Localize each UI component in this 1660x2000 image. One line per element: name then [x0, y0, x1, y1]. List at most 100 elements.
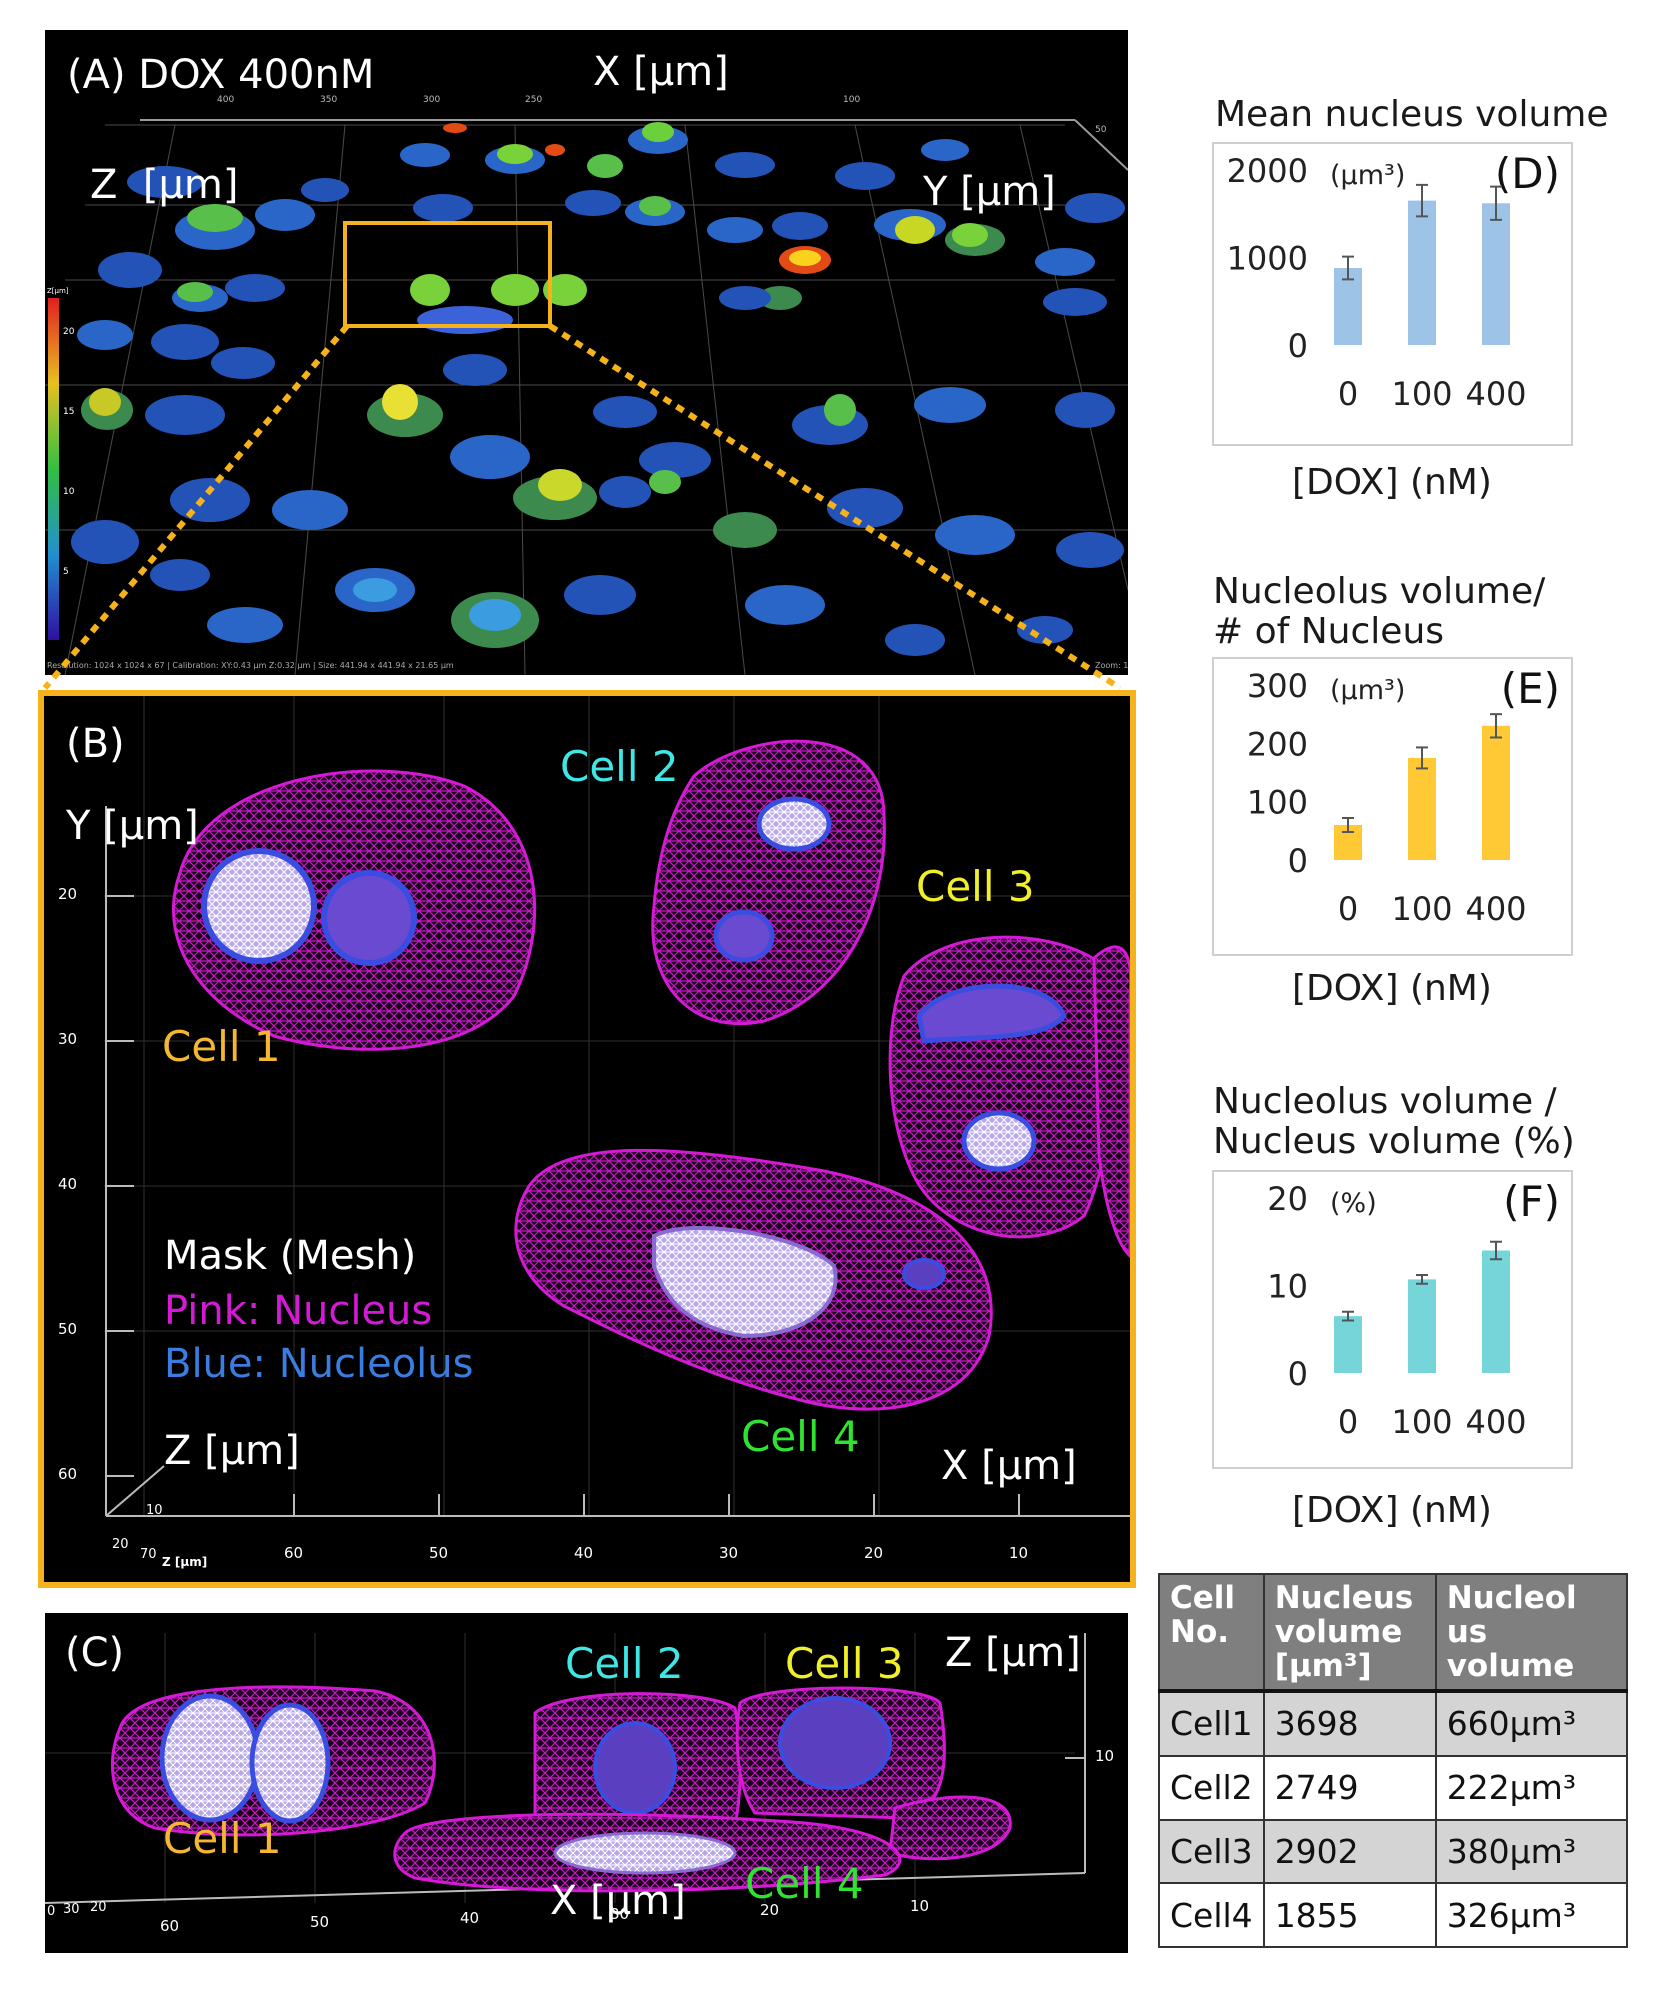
y-tick-label: 200 [1247, 725, 1308, 763]
panel-c-scene [45, 1633, 1086, 1904]
bar [1408, 1279, 1436, 1373]
bar [1482, 203, 1510, 345]
c-x-tick: 40 [460, 1909, 480, 1927]
category-label: 100 [1391, 375, 1452, 413]
c-z-tick: 10 [1095, 1747, 1115, 1765]
c-x-tick: 30 [610, 1905, 630, 1923]
panel-c-x-axis: X [μm] [550, 1878, 686, 1924]
cell4-label: Cell 4 [741, 1412, 860, 1461]
unit-label: (%) [1330, 1188, 1377, 1219]
cell1-label: Cell 1 [162, 1022, 281, 1071]
category-label: 0 [1338, 1403, 1358, 1441]
top-tick: 300 [423, 95, 441, 105]
bar [1482, 1250, 1510, 1373]
c-x-tick: 20 [760, 1901, 780, 1919]
panel-b-y-axis: Y [μm] [66, 803, 199, 849]
cell1-nucleolus-b [321, 870, 417, 966]
panel-b-x-axis: X [μm] [941, 1443, 1077, 1489]
table-cell: 1855 [1262, 1882, 1437, 1948]
colorbar-title: Z[μm] [47, 287, 69, 295]
category-label: 0 [1338, 890, 1358, 928]
y-tick-label: 20 [1267, 1180, 1308, 1218]
chart-f-xlabel: [DOX] (nM) [1292, 1490, 1492, 1531]
chart-d: 0 1000 2000 (μm³) (D) 0 100 400 [1212, 142, 1573, 446]
top-tick: 400 [217, 95, 235, 105]
c-corner-tick: 0 [47, 1904, 56, 1919]
corner-tick: 10 [146, 1503, 163, 1518]
c-x-tick: 10 [910, 1897, 930, 1915]
y-tick: 50 [58, 1320, 78, 1338]
table-cell: 380μm³ [1434, 1818, 1629, 1885]
table-cell: Cell4 [1158, 1882, 1265, 1948]
cell2-nucleolus-a [756, 796, 832, 852]
y-tick: 60 [58, 1465, 78, 1483]
chart-e: 0 100 200 300 (μm³) (E) 0 100 400 [1212, 657, 1573, 956]
panel-letter: (D) [1495, 149, 1560, 198]
top-tick: 350 [320, 95, 338, 105]
panel-a-zoom-box [343, 221, 552, 328]
y-tick-label: 300 [1247, 667, 1308, 705]
z-colorbar [48, 298, 59, 640]
c-cell3-tail-mesh [888, 1795, 1012, 1861]
x-tick: 30 [719, 1544, 739, 1562]
panel-c-z-axis: Z [μm] [945, 1630, 1081, 1676]
table-cell: 2749 [1262, 1754, 1437, 1821]
cell3-nucleolus-b [961, 1110, 1037, 1172]
panel-b-frame: (B) Y [μm] Z [μm] X [μm] 20 30 40 50 60 … [38, 690, 1136, 1588]
chart-frame [1212, 1170, 1573, 1469]
y-tick: 20 [58, 885, 78, 903]
x-tick: 50 [429, 1544, 449, 1562]
corner-tick: 20 [112, 1537, 129, 1552]
c-cell3-label: Cell 3 [785, 1639, 904, 1688]
table-header: Nucleol us volume [1434, 1573, 1629, 1692]
cell4-nucleolus [652, 1225, 838, 1339]
chart-frame [1212, 657, 1573, 956]
chart-e-title: Nucleolus volume/ # of Nucleus [1213, 571, 1546, 652]
panel-c-label: (C) [65, 1630, 125, 1676]
cell1-nucleolus-a [201, 848, 317, 964]
category-label: 0 [1338, 375, 1358, 413]
cell2-nucleus-mesh [651, 739, 886, 1026]
x-tick: 20 [864, 1544, 884, 1562]
table-cell: Cell3 [1158, 1818, 1265, 1885]
category-label: 100 [1391, 1403, 1452, 1441]
c-cell1-nucleolus-a [159, 1693, 261, 1823]
c-x-tick: 60 [160, 1917, 180, 1935]
top-tick: 50 [1095, 125, 1107, 135]
chart-f-title: Nucleolus volume / Nucleus volume (%) [1213, 1081, 1575, 1162]
y-tick-label: 0 [1288, 327, 1308, 365]
unit-label: (μm³) [1330, 675, 1405, 706]
colorbar-tick-10: 10 [63, 487, 75, 497]
c-cell3-nucleolus [778, 1696, 892, 1790]
panel-a-footer: Resolution: 1024 x 1024 x 67 | Calibrati… [47, 661, 454, 670]
panel-a-x-axis: X [μm] [593, 49, 729, 95]
x-tick: 60 [284, 1544, 304, 1562]
y-tick-label: 10 [1267, 1268, 1308, 1306]
chart-d-xlabel: [DOX] (nM) [1292, 462, 1492, 503]
c-cell4-label: Cell 4 [745, 1859, 864, 1908]
cell4-nucleolus-small [902, 1258, 946, 1290]
connector-left [42, 324, 350, 690]
table-row: Cell3 2902 380μm³ [1158, 1818, 1629, 1885]
colorbar-tick-20: 20 [63, 327, 75, 337]
panel-b-label: (B) [66, 721, 125, 767]
top-tick: 250 [525, 95, 543, 105]
table-cell: 222μm³ [1434, 1754, 1629, 1821]
c-x-tick: 50 [310, 1913, 330, 1931]
legend-pink: Pink: Nucleus [164, 1288, 433, 1334]
cell2-nucleolus-b [713, 909, 775, 963]
bar [1334, 268, 1362, 345]
category-label: 400 [1465, 1403, 1526, 1441]
y-tick: 40 [58, 1175, 78, 1193]
panel-a-zoom: Zoom: 1 [1095, 661, 1128, 670]
cell3-label: Cell 3 [916, 862, 1035, 911]
connector-right [548, 323, 1122, 691]
legend-title: Mask (Mesh) [164, 1233, 417, 1279]
top-tick: 100 [843, 95, 861, 105]
cell-volume-table: Cell No. Nucleus volume [μm³] Nucleol us… [1158, 1573, 1629, 1948]
c-corner-tick: 20 [90, 1900, 107, 1915]
chart-f: 0 10 20 (%) (F) 0 100 400 [1212, 1170, 1573, 1469]
y-tick-label: 0 [1288, 1355, 1308, 1393]
legend-blue: Blue: Nucleolus [164, 1341, 474, 1387]
table-cell: 326μm³ [1434, 1882, 1629, 1948]
